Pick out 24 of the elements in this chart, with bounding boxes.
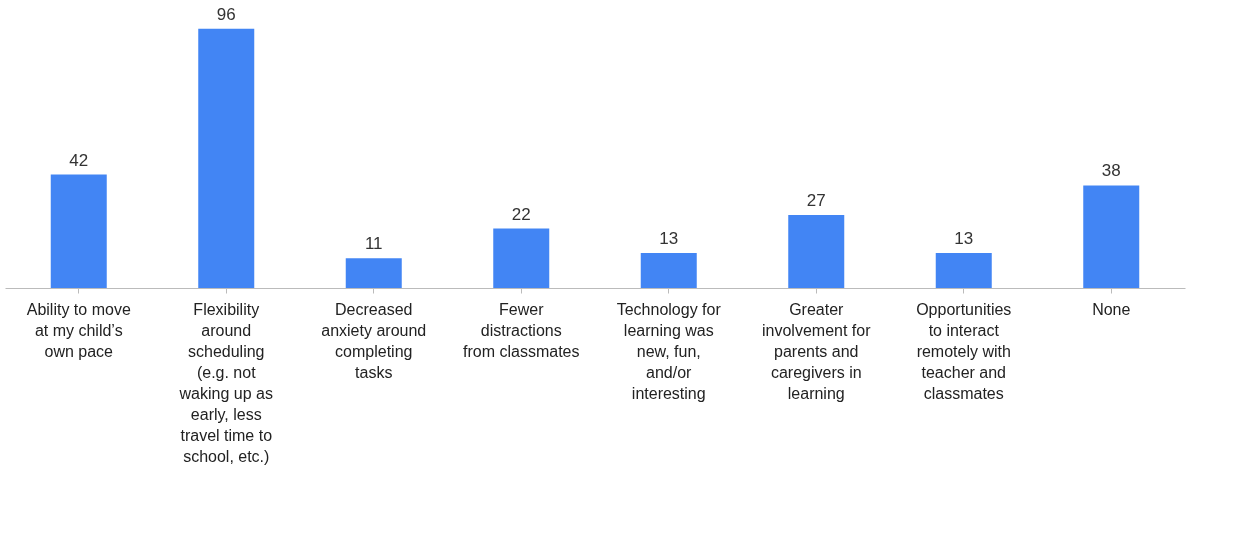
bar [1083,185,1140,288]
bar [640,252,697,288]
bar [198,28,255,288]
bar [345,258,402,288]
bar [788,215,845,288]
x-tick-label: Flexibility around scheduling (e.g. not waking up as early, less travel time to school, etc.) [178,300,273,465]
x-tick-label: Opportunities to interact remotely with teacher and classmates [916,300,1012,402]
bar [935,252,992,288]
x-tick-label: Fewer distractions from classmates [463,300,580,360]
data-label: 96 [216,4,236,24]
x-tick-label: Greater involvement for parents and caregivers in learning [762,300,872,402]
bar [493,228,550,288]
data-label: 11 [364,234,383,254]
x-tick-label: Technology for learning was new, fun, and/or interesting [616,300,722,402]
data-label: 13 [954,228,974,248]
data-label: 38 [1101,161,1121,181]
x-tick-label: Decreased anxiety around completing tasks [321,300,427,381]
data-label: 13 [659,228,679,248]
bar [50,174,107,288]
data-label: 42 [69,150,89,170]
data-label: 27 [806,191,826,211]
data-label: 22 [511,204,531,224]
x-tick-label: None [1092,300,1131,318]
x-tick-label: Ability to move at my child’s own pace [26,300,131,360]
